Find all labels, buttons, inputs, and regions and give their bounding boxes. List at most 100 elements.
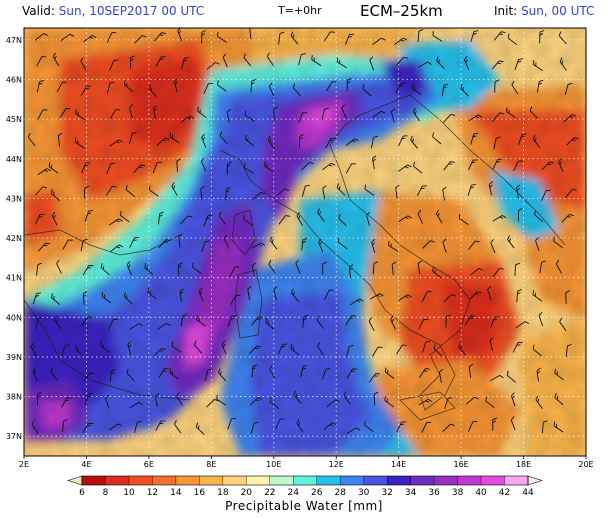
wind-barb bbox=[421, 422, 432, 433]
wind-barb bbox=[128, 132, 137, 145]
wind-barb bbox=[417, 28, 424, 43]
init-value: Sun, 00 UTC bbox=[521, 4, 595, 18]
wind-barb bbox=[510, 416, 516, 431]
wind-barb bbox=[61, 397, 72, 408]
wind-barb bbox=[218, 368, 227, 382]
wind-barb bbox=[416, 185, 427, 196]
wind-barb bbox=[36, 79, 45, 93]
wind-barb bbox=[108, 318, 118, 330]
wind-barb bbox=[101, 291, 112, 304]
wind-barb bbox=[105, 394, 110, 409]
wind-barb bbox=[158, 211, 164, 225]
wind-barb bbox=[217, 31, 227, 43]
colorbar-swatch bbox=[269, 476, 294, 485]
wind-barb bbox=[62, 239, 73, 250]
wind-barb bbox=[539, 29, 545, 44]
wind-barb bbox=[36, 262, 43, 276]
wind-barb bbox=[247, 286, 252, 300]
wind-barb bbox=[492, 158, 503, 170]
wind-barb bbox=[100, 263, 110, 276]
wind-barb bbox=[532, 59, 543, 71]
wind-barb bbox=[488, 181, 493, 196]
wind-barb bbox=[144, 263, 154, 276]
colorbar-level-label: 14 bbox=[170, 488, 182, 498]
wind-barb bbox=[468, 240, 480, 250]
wind-barb bbox=[442, 186, 447, 201]
colorbar-level-label: 34 bbox=[405, 488, 417, 498]
lat-tick-label: 38N bbox=[6, 393, 22, 402]
wind-barb bbox=[82, 422, 94, 433]
colorbar-swatch bbox=[363, 476, 388, 485]
wind-barb bbox=[249, 397, 263, 406]
wind-barb bbox=[325, 137, 336, 149]
wind-barb bbox=[206, 398, 219, 408]
wind-barb bbox=[273, 286, 278, 301]
wind-barb bbox=[180, 115, 195, 123]
wind-barb bbox=[345, 163, 357, 174]
colorbar-level-label: 10 bbox=[123, 488, 135, 498]
wind-barb bbox=[494, 79, 500, 93]
wind-barb bbox=[558, 31, 567, 45]
wind-barb bbox=[417, 61, 432, 68]
wind-barb bbox=[300, 364, 308, 378]
wind-barb bbox=[418, 368, 430, 378]
wind-barb bbox=[227, 417, 236, 430]
wind-barb bbox=[493, 31, 506, 41]
wind-barb bbox=[81, 162, 91, 174]
colorbar-level-label: 30 bbox=[358, 488, 370, 498]
wind-barb bbox=[436, 56, 445, 69]
wind-barb bbox=[125, 185, 135, 197]
wind-barb bbox=[535, 395, 543, 409]
wind-barb bbox=[422, 340, 431, 353]
wind-barb bbox=[51, 211, 58, 226]
wind-barb bbox=[226, 108, 231, 123]
wind-barb bbox=[506, 370, 516, 383]
lat-tick-label: 41N bbox=[6, 274, 22, 283]
wind-barb bbox=[553, 421, 564, 433]
wind-barb bbox=[565, 343, 572, 357]
wind-barb bbox=[154, 393, 160, 408]
wind-barb bbox=[337, 237, 348, 250]
wind-barb bbox=[317, 341, 324, 356]
wind-barb bbox=[158, 368, 170, 379]
wind-barb bbox=[372, 110, 386, 118]
wind-barb bbox=[81, 316, 93, 326]
wind-barb bbox=[180, 314, 188, 327]
colorbar-level-label: 22 bbox=[264, 488, 275, 498]
wind-barb bbox=[157, 322, 171, 330]
colorbar-swatch bbox=[175, 476, 200, 485]
wind-barb bbox=[344, 33, 355, 45]
wind-barb bbox=[411, 84, 422, 96]
wind-barb bbox=[152, 161, 162, 174]
wind-barb bbox=[443, 113, 456, 123]
wind-barb bbox=[217, 80, 227, 92]
wind-barb bbox=[244, 163, 255, 174]
wind-barb bbox=[269, 236, 278, 250]
wind-barb bbox=[541, 161, 555, 171]
colorbar-level-label: 12 bbox=[147, 488, 158, 498]
wind-barb bbox=[195, 422, 205, 435]
colorbar-level-label: 18 bbox=[217, 488, 229, 498]
wind-barb bbox=[349, 298, 364, 306]
wind-barb bbox=[390, 315, 396, 330]
wind-barb bbox=[74, 137, 85, 149]
wind-barb bbox=[565, 290, 570, 304]
precipitable-water-field bbox=[24, 28, 586, 456]
wind-barb bbox=[229, 266, 240, 277]
wind-barb bbox=[364, 420, 374, 433]
wind-barb bbox=[171, 341, 182, 353]
wind-barb bbox=[372, 346, 383, 357]
wind-barb bbox=[273, 106, 278, 121]
wind-barb bbox=[244, 134, 255, 147]
wind-barb bbox=[248, 345, 262, 355]
wind-barb bbox=[432, 132, 442, 145]
wind-barb bbox=[83, 372, 95, 383]
wind-barb bbox=[468, 363, 474, 378]
wind-barb bbox=[62, 419, 68, 433]
wind-barb bbox=[395, 82, 406, 94]
wind-barb bbox=[398, 164, 412, 172]
wind-barb bbox=[362, 84, 372, 97]
wind-barb bbox=[553, 236, 563, 249]
wind-barb bbox=[396, 56, 409, 66]
wind-barb bbox=[369, 293, 384, 300]
